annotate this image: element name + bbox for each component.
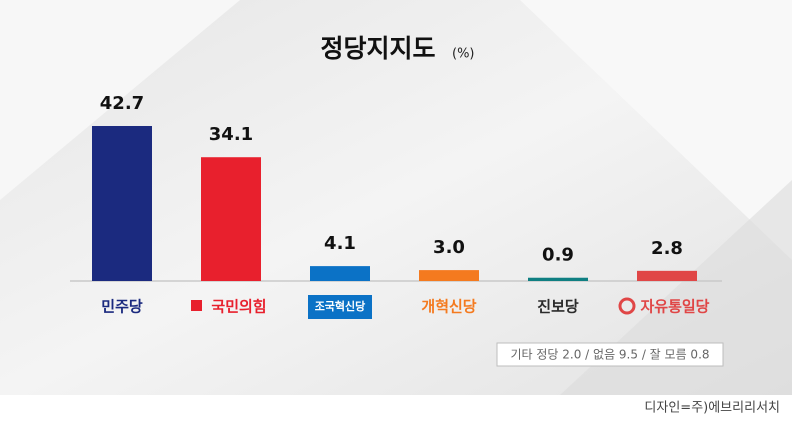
bar [201, 157, 261, 281]
value-label: 42.7 [100, 93, 144, 114]
category-label: 진보당 [537, 298, 579, 316]
value-label: 2.8 [651, 238, 683, 259]
chart-subtitle: (%) [452, 47, 475, 62]
value-label: 0.9 [542, 245, 574, 266]
category-label: 국민의힘 [211, 298, 266, 316]
logo-icon [618, 297, 636, 315]
value-label: 4.1 [324, 233, 356, 254]
bar [310, 266, 370, 281]
chart-title: 정당지지도 [320, 34, 435, 63]
bg-shape [0, 0, 240, 200]
bar [528, 277, 588, 281]
bar [419, 270, 479, 281]
category-label: 자유통일당 [640, 298, 709, 316]
note: 기타 정당 2.0 / 없음 9.5 / 잘 모름 0.8 [510, 348, 709, 362]
category-label: 개혁신당 [421, 298, 476, 316]
value-label: 34.1 [209, 124, 253, 145]
bg-shape [520, 0, 792, 260]
bar [92, 125, 152, 282]
value-label: 3.0 [433, 237, 465, 258]
footer [0, 395, 792, 423]
logo-icon [191, 300, 202, 311]
logo-box [308, 295, 372, 319]
credit: 디자인=주)에브리리서치 [644, 401, 780, 416]
category-label: 민주당 [101, 298, 143, 316]
bar [637, 270, 697, 281]
bg-shape [560, 180, 792, 395]
category-label: 조국혁신당 [315, 299, 366, 313]
note-box [496, 342, 724, 367]
